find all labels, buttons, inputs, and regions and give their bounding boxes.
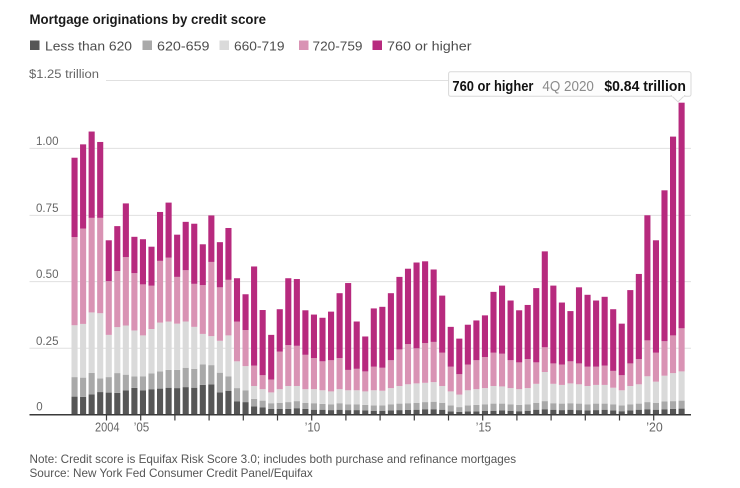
svg-text:$0.84 trillion: $0.84 trillion bbox=[604, 79, 686, 95]
svg-text:620-659: 620-659 bbox=[157, 39, 210, 54]
svg-text:$1.25 trillion: $1.25 trillion bbox=[29, 69, 99, 81]
svg-text:760 or higher: 760 or higher bbox=[452, 79, 533, 95]
svg-text:’20: ’20 bbox=[646, 421, 663, 435]
svg-text:1.00: 1.00 bbox=[36, 136, 59, 148]
svg-text:2004: 2004 bbox=[95, 421, 120, 435]
svg-text:760 or higher: 760 or higher bbox=[387, 39, 472, 54]
svg-text:Note: Credit score is Equifax: Note: Credit score is Equifax Risk Score… bbox=[30, 453, 517, 466]
svg-text:’10: ’10 bbox=[305, 421, 321, 435]
svg-text:0.75: 0.75 bbox=[36, 203, 59, 215]
svg-text:Source: New York Fed Consumer: Source: New York Fed Consumer Credit Pan… bbox=[30, 467, 313, 480]
svg-text:Mortgage originations by credi: Mortgage originations by credit score bbox=[30, 12, 267, 27]
svg-text:0: 0 bbox=[36, 402, 42, 414]
svg-text:660-719: 660-719 bbox=[234, 39, 285, 54]
svg-text:’05: ’05 bbox=[134, 421, 150, 435]
svg-text:4Q 2020: 4Q 2020 bbox=[542, 79, 594, 95]
svg-text:0.50: 0.50 bbox=[36, 269, 59, 281]
svg-text:720-759: 720-759 bbox=[313, 39, 363, 54]
svg-text:’15: ’15 bbox=[476, 421, 492, 435]
svg-text:Less than 620: Less than 620 bbox=[45, 39, 132, 54]
svg-text:0.25: 0.25 bbox=[36, 336, 59, 348]
